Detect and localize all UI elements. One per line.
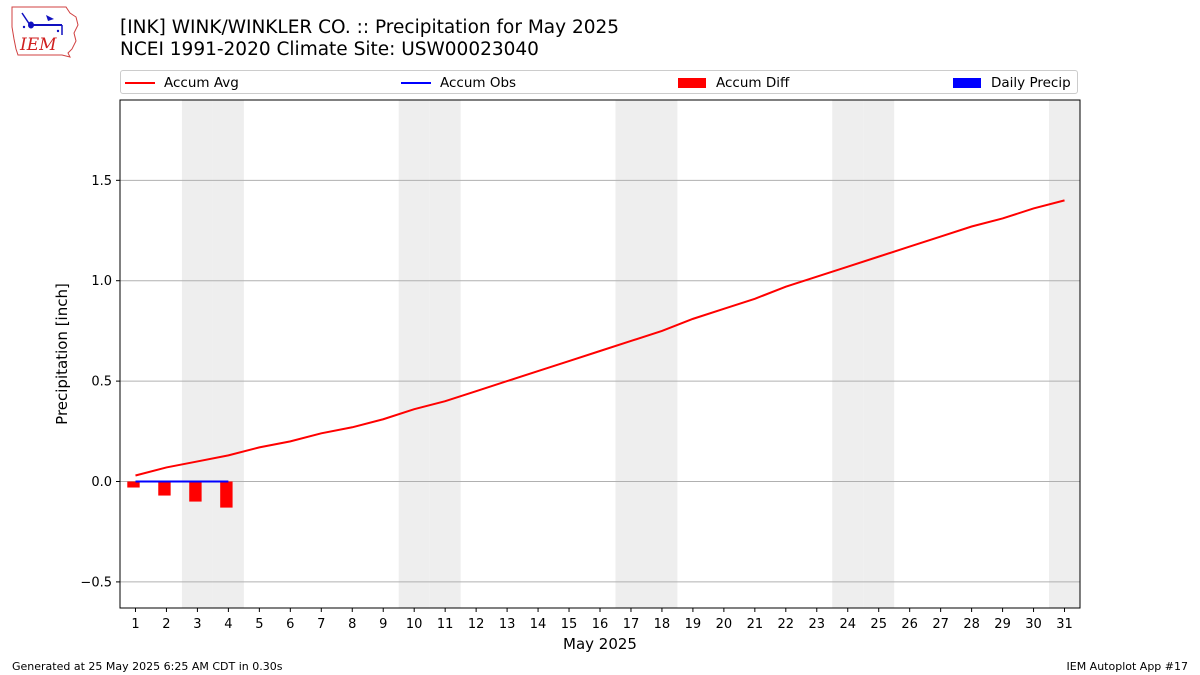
weekend-band xyxy=(429,100,461,608)
weekend-band xyxy=(615,100,647,608)
weekend-band xyxy=(832,100,864,608)
y-tick-label: 1.0 xyxy=(91,274,112,289)
iem-logo: IEM xyxy=(8,5,80,63)
chart-subtitle: NCEI 1991-2020 Climate Site: USW00023040 xyxy=(120,39,539,60)
legend-item-daily-precip: Daily Precip xyxy=(953,71,1071,95)
y-tick-label: −0.5 xyxy=(80,575,112,590)
weekend-band xyxy=(1049,100,1080,608)
x-tick-label: 1 xyxy=(131,617,139,632)
x-tick-label: 23 xyxy=(809,617,826,632)
x-tick-label: 24 xyxy=(839,617,856,632)
y-tick-label: 0.0 xyxy=(91,475,112,490)
x-tick-label: 8 xyxy=(348,617,356,632)
accum-diff-bar xyxy=(158,481,171,496)
x-tick-label: 5 xyxy=(255,617,263,632)
x-tick-label: 30 xyxy=(1025,617,1042,632)
legend-label-daily-precip: Daily Precip xyxy=(991,75,1071,91)
x-tick-label: 10 xyxy=(406,617,423,632)
weekend-band xyxy=(646,100,678,608)
accum-diff-bar xyxy=(220,481,233,508)
x-tick-label: 11 xyxy=(437,617,454,632)
weekend-band xyxy=(398,100,430,608)
x-tick-label: 31 xyxy=(1056,617,1073,632)
x-tick-label: 18 xyxy=(654,617,671,632)
x-tick-label: 19 xyxy=(685,617,702,632)
y-tick-label: 1.5 xyxy=(91,174,112,189)
legend-item-accum-obs: Accum Obs xyxy=(401,71,516,95)
x-tick-label: 25 xyxy=(870,617,887,632)
x-tick-label: 29 xyxy=(994,617,1011,632)
x-tick-label: 9 xyxy=(379,617,387,632)
x-tick-label: 2 xyxy=(162,617,170,632)
x-tick-label: 7 xyxy=(317,617,325,632)
chart-title: [INK] WINK/WINKLER CO. :: Precipitation … xyxy=(120,17,620,38)
logo-text: IEM xyxy=(19,35,57,55)
legend: Accum Avg Accum Obs Accum Diff Daily Pre… xyxy=(120,70,1078,94)
x-tick-label: 26 xyxy=(901,617,918,632)
y-tick-label: 0.5 xyxy=(91,375,112,390)
legend-label-accum-avg: Accum Avg xyxy=(164,75,239,91)
legend-swatch-accum-diff xyxy=(678,78,706,88)
legend-label-accum-diff: Accum Diff xyxy=(716,75,790,91)
legend-item-accum-diff: Accum Diff xyxy=(678,71,789,95)
x-tick-label: 17 xyxy=(623,617,640,632)
x-tick-label: 28 xyxy=(963,617,980,632)
legend-item-accum-avg: Accum Avg xyxy=(125,71,239,95)
legend-swatch-daily-precip xyxy=(953,78,981,88)
legend-swatch-accum-obs xyxy=(401,82,431,84)
accum-diff-bar xyxy=(127,481,140,488)
x-tick-label: 4 xyxy=(224,617,232,632)
x-tick-label: 15 xyxy=(561,617,578,632)
legend-swatch-accum-avg xyxy=(125,82,155,84)
legend-label-accum-obs: Accum Obs xyxy=(440,75,517,91)
footer-app: IEM Autoplot App #17 xyxy=(1066,660,1189,673)
x-tick-label: 16 xyxy=(592,617,609,632)
y-axis-label: Precipitation [inch] xyxy=(53,283,71,425)
x-axis-label: May 2025 xyxy=(563,635,637,653)
x-tick-label: 20 xyxy=(716,617,733,632)
x-tick-label: 3 xyxy=(193,617,201,632)
x-tick-label: 6 xyxy=(286,617,294,632)
x-tick-label: 13 xyxy=(499,617,516,632)
weekend-band xyxy=(181,100,213,608)
weekend-band xyxy=(863,100,895,608)
accum-diff-bar xyxy=(189,481,202,502)
x-tick-label: 22 xyxy=(778,617,795,632)
accum-avg-line xyxy=(135,199,1065,477)
plot-frame xyxy=(119,99,1081,609)
x-tick-label: 21 xyxy=(747,617,764,632)
weekend-band xyxy=(212,100,244,608)
footer-generated: Generated at 25 May 2025 6:25 AM CDT in … xyxy=(12,660,283,673)
x-tick-label: 14 xyxy=(530,617,547,632)
x-tick-label: 27 xyxy=(932,617,949,632)
x-tick-label: 12 xyxy=(468,617,485,632)
